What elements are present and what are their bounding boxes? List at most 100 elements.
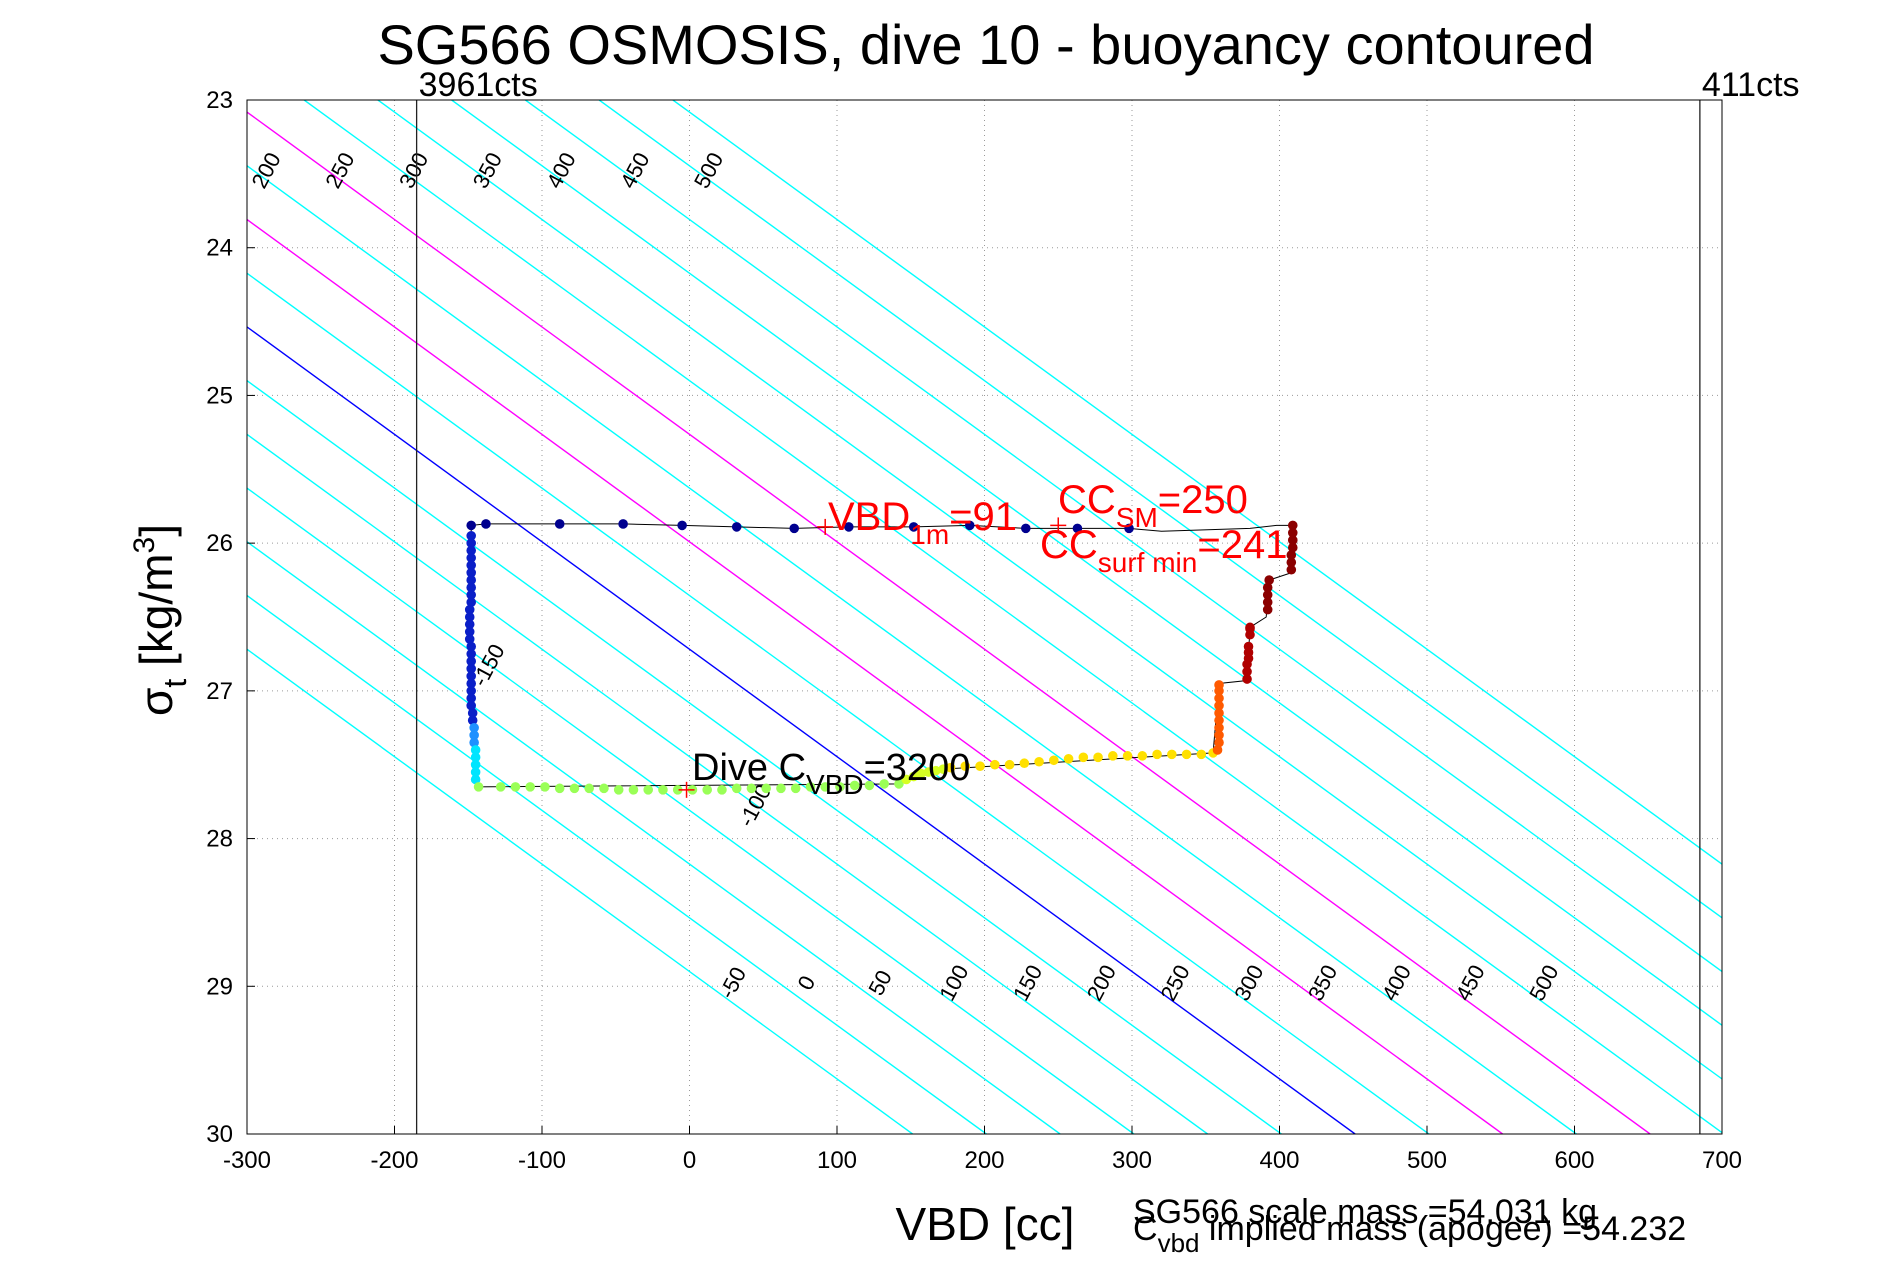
- data-point: [554, 783, 565, 794]
- contour-label: 250: [1156, 961, 1195, 1005]
- y-axis-label: σt [kg/m3]: [128, 524, 193, 716]
- y-axis-label-units: [kg/m: [130, 553, 182, 678]
- x-axis-label: VBD [cc]: [896, 1198, 1075, 1250]
- data-point: [835, 782, 845, 792]
- contour-line: [247, 164, 1577, 1134]
- contour-line: [247, 594, 987, 1134]
- x-tick-label: 400: [1259, 1147, 1299, 1174]
- contour-line: [247, 218, 1504, 1134]
- contour-line: [247, 540, 1061, 1134]
- data-point: [466, 520, 477, 531]
- data-point: [805, 782, 816, 792]
- y-axis-label-sub: t: [157, 679, 193, 688]
- x-tick-label: 200: [964, 1147, 1004, 1174]
- y-tick-label: 28: [206, 826, 233, 853]
- contour-label: 300: [1229, 961, 1268, 1005]
- contour-label: -50: [714, 963, 751, 1003]
- data-point: [1214, 680, 1224, 690]
- contour-layer: [247, 100, 1722, 1134]
- y-axis-label-close: ]: [130, 524, 182, 537]
- x-tick-label: 500: [1407, 1147, 1447, 1174]
- data-point: [1072, 523, 1083, 534]
- data-point: [473, 782, 484, 792]
- data-point: [618, 519, 628, 529]
- data-point: [1196, 749, 1207, 760]
- data-point: [628, 785, 639, 795]
- data-point: [1093, 752, 1103, 763]
- contour-line: [451, 100, 1722, 1027]
- data-point: [731, 783, 742, 794]
- x-tick-label: -300: [223, 1147, 271, 1174]
- contour-line: [247, 648, 914, 1134]
- data-point: [525, 782, 536, 792]
- contour-label: 300: [394, 148, 433, 192]
- data-point: [1167, 749, 1177, 760]
- contour-line: [598, 100, 1722, 919]
- data-point: [894, 779, 904, 789]
- data-point: [789, 523, 800, 534]
- y-tick-label: 23: [206, 87, 233, 114]
- contour-label: 100: [934, 961, 973, 1005]
- x-tick-label: -200: [370, 1147, 418, 1174]
- data-point: [1137, 751, 1148, 761]
- y-tick-label: 26: [206, 530, 233, 557]
- contour-line: [524, 100, 1722, 973]
- y-tick-label: 30: [206, 1121, 233, 1148]
- contour-label: 150: [1008, 961, 1047, 1005]
- data-point: [1004, 759, 1015, 770]
- data-point: [1034, 756, 1044, 767]
- contour-label: 500: [1524, 961, 1563, 1005]
- data-point: [820, 782, 831, 792]
- footer-implied-mass: Cvbd implied mass (apogee) =54.232: [1133, 1210, 1686, 1258]
- data-point: [1063, 754, 1074, 764]
- data-point: [554, 519, 565, 529]
- data-point: [613, 785, 624, 795]
- data-point: [975, 761, 985, 771]
- data-point: [1287, 520, 1298, 531]
- contour-label: 250: [320, 148, 359, 192]
- data-point: [908, 522, 919, 532]
- data-point: [510, 782, 521, 792]
- y-axis-label-sup: 3: [128, 537, 161, 554]
- x-tick-label: 700: [1702, 1147, 1742, 1174]
- contour-label: 500: [689, 148, 728, 192]
- data-point: [481, 519, 491, 529]
- data-point: [1181, 749, 1192, 760]
- contour-line: [247, 111, 1651, 1134]
- annotation-vbd1m: VBD1m=91: [828, 495, 1017, 550]
- data-point: [569, 783, 580, 794]
- data-point: [1019, 758, 1030, 769]
- data-point: [790, 783, 801, 794]
- contour-label: 200: [1082, 961, 1121, 1005]
- contour-line: [303, 100, 1722, 1134]
- x-tick-label: -100: [518, 1147, 566, 1174]
- contour-line: [247, 379, 1282, 1134]
- contour-line: [247, 433, 1209, 1134]
- x-tick-label: 600: [1554, 1147, 1594, 1174]
- data-point: [945, 762, 956, 773]
- contour-label: 200: [247, 148, 286, 192]
- data-point: [746, 783, 757, 794]
- annotation-cc-sm: CCSM=250: [1058, 478, 1248, 533]
- contour-label: 350: [468, 148, 507, 192]
- data-point: [1108, 751, 1118, 761]
- contour-line: [247, 326, 1356, 1134]
- data-point: [1049, 755, 1059, 766]
- data-point: [960, 761, 971, 771]
- data-point: [540, 782, 550, 792]
- data-point: [1078, 752, 1089, 763]
- y-axis-label-sigma: σ: [130, 688, 182, 716]
- contour-label: 400: [542, 148, 581, 192]
- data-point: [990, 759, 1000, 770]
- y-tick-labels: 23 24 25 26 27 28 29 30: [206, 87, 255, 1148]
- contour-label: 400: [1377, 961, 1416, 1005]
- data-point: [717, 785, 727, 795]
- data-point: [495, 782, 506, 792]
- data-point: [1124, 523, 1134, 534]
- data-point: [677, 520, 687, 531]
- contour-label: 350: [1303, 961, 1342, 1005]
- data-layer: [464, 517, 1298, 798]
- y-tick-label: 27: [206, 678, 233, 705]
